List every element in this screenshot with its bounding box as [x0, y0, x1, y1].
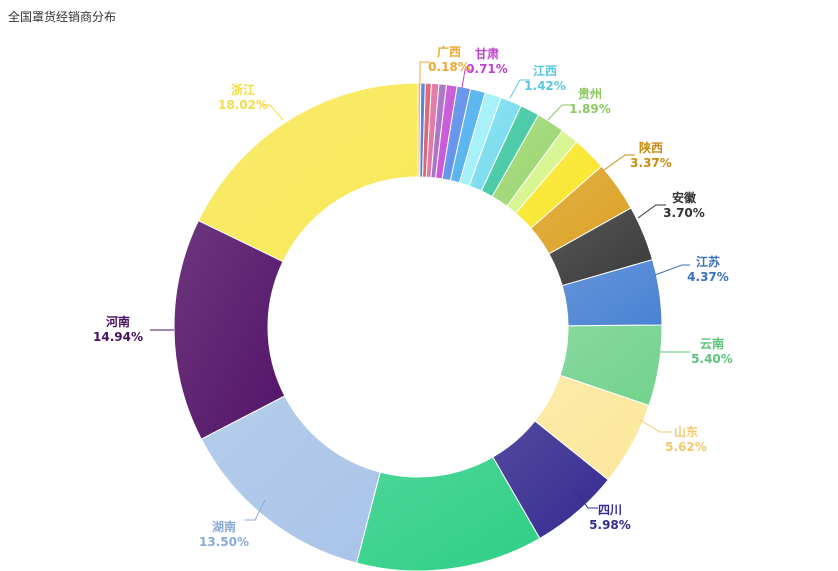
- slice-value-云南: 5.40%: [691, 352, 733, 366]
- leader-line-湖南: [245, 499, 266, 521]
- leader-line-江西: [509, 79, 530, 99]
- leader-line-山东: [639, 419, 672, 433]
- slice-value-甘肃: 0.71%: [466, 62, 508, 76]
- slice-value-江西: 1.42%: [524, 79, 566, 93]
- leader-line-广西: [419, 61, 430, 85]
- slice-value-浙江: 18.02%: [218, 98, 268, 112]
- slice-label-浙江: 浙江: [231, 82, 255, 97]
- leader-line-贵州: [547, 104, 572, 121]
- leader-line-江苏: [654, 264, 690, 276]
- slice-广西[interactable]: [417, 82, 422, 178]
- slice-value-广西: 0.18%: [428, 60, 470, 74]
- leader-line-安徽: [637, 204, 666, 219]
- slice-value-江苏: 4.37%: [687, 270, 729, 284]
- slice-label-云南: 云南: [700, 336, 724, 351]
- slice-label-甘肃: 甘肃: [475, 46, 499, 61]
- slice-label-贵州: 贵州: [578, 86, 602, 101]
- slice-label-陕西: 陕西: [639, 140, 663, 155]
- slice-value-贵州: 1.89%: [569, 102, 611, 116]
- slice-label-河南: 河南: [105, 314, 130, 329]
- slice-value-山东: 5.62%: [665, 440, 707, 454]
- slice-value-陕西: 3.37%: [630, 156, 672, 170]
- leader-line-浙江: [260, 104, 284, 121]
- slice-value-安徽: 3.70%: [663, 206, 705, 220]
- leader-line-四川: [574, 489, 598, 509]
- slice-value-河南: 14.94%: [93, 330, 143, 344]
- leader-line-陕西: [603, 154, 635, 171]
- slice-label-湖南: 湖南: [212, 519, 236, 534]
- slice-label-安徽: 安徽: [672, 190, 697, 205]
- slice-value-湖南: 13.50%: [199, 535, 249, 549]
- chart-title: 全国罩货经销商分布: [8, 10, 117, 24]
- slice-value-四川: 5.98%: [589, 518, 631, 532]
- slice-label-山东: 山东: [674, 424, 698, 439]
- leader-line-甘肃: [461, 69, 472, 89]
- slice-label-江西: 江西: [533, 63, 557, 78]
- slice-label-广西: 广西: [437, 44, 461, 59]
- slice-label-四川: 四川: [598, 503, 622, 517]
- slice-label-江苏: 江苏: [696, 254, 720, 269]
